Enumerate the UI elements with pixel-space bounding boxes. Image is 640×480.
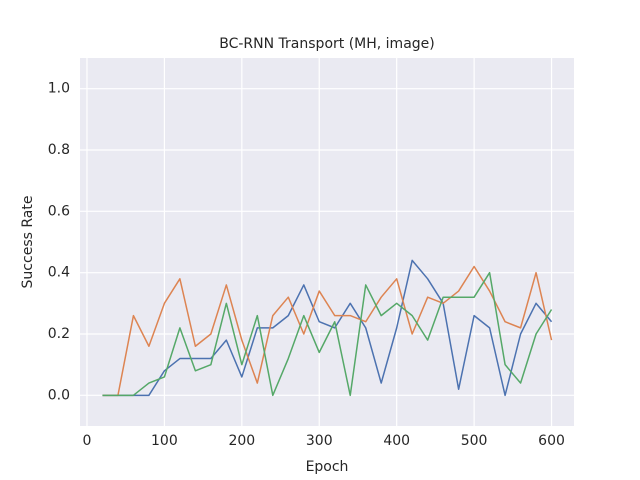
chart-title: BC-RNN Transport (MH, image) [219, 36, 435, 52]
x-tick-label: 500 [461, 433, 488, 449]
y-tick-label: 0.4 [48, 265, 70, 281]
x-axis-label: Epoch [306, 459, 349, 475]
x-tick-label: 0 [83, 433, 92, 449]
series-line [102, 271, 553, 397]
y-tick-label: 0.0 [48, 387, 70, 403]
x-tick-label: 200 [228, 433, 255, 449]
y-tick-label: 1.0 [48, 81, 70, 97]
y-tick-label: 0.6 [48, 203, 70, 219]
y-axis-label: Success Rate [20, 196, 36, 289]
plot-area [80, 58, 574, 426]
y-tick-label: 0.8 [48, 142, 70, 158]
series-line [102, 259, 553, 397]
y-tick-label: 0.2 [48, 326, 70, 342]
x-tick-label: 300 [306, 433, 333, 449]
x-tick-label: 600 [538, 433, 565, 449]
series-line [102, 265, 553, 397]
x-tick-label: 400 [383, 433, 410, 449]
x-tick-label: 100 [151, 433, 178, 449]
